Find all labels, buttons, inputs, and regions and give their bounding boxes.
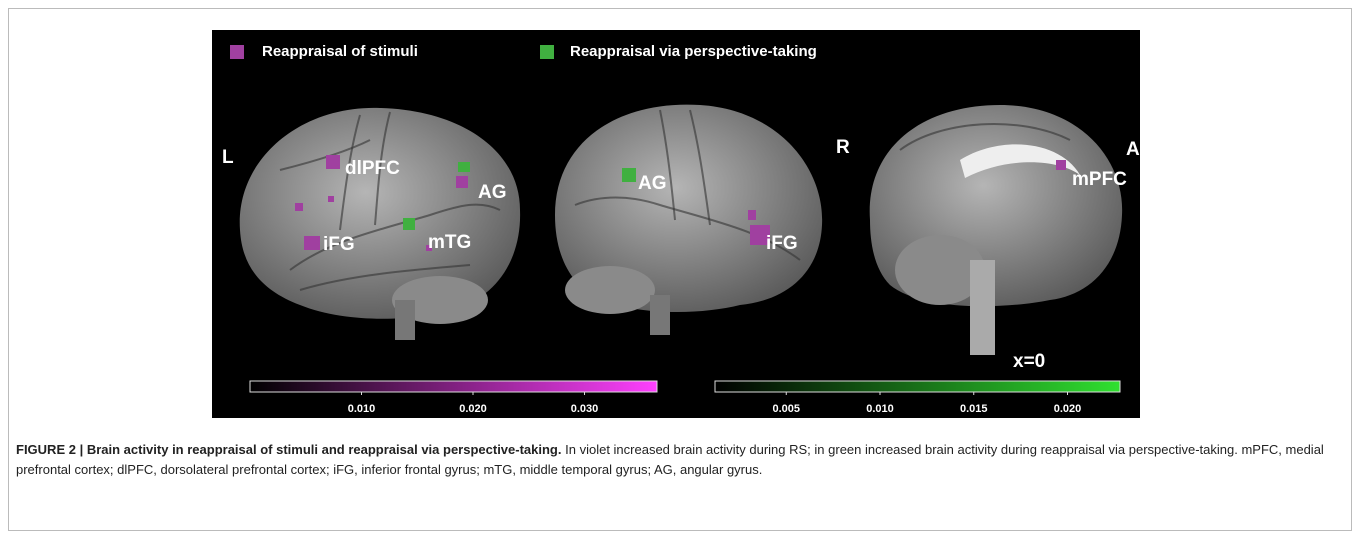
- region-label: dlPFC: [345, 158, 400, 179]
- legend-swatch: [540, 45, 554, 59]
- page: Reappraisal of stimuli Reappraisal via p…: [0, 0, 1360, 539]
- colorbar-tick-label: 0.020: [1054, 403, 1082, 415]
- legend-label: Reappraisal via perspective-taking: [570, 43, 817, 60]
- view-label: R: [836, 137, 850, 158]
- caption-label: FIGURE 2 | Brain activity in reappraisal…: [16, 442, 562, 457]
- colorbar: [715, 381, 1120, 392]
- slice-label: x=0: [1013, 351, 1045, 372]
- colorbar-tick-label: 0.010: [866, 403, 894, 415]
- region-label: iFG: [766, 233, 798, 254]
- region-label: AG: [478, 182, 507, 203]
- legend-swatch: [230, 45, 244, 59]
- legend-label: Reappraisal of stimuli: [262, 43, 418, 60]
- view-label: L: [222, 147, 234, 168]
- region-label: mTG: [428, 232, 471, 253]
- region-label: iFG: [323, 234, 355, 255]
- view-label: A: [1126, 139, 1140, 160]
- colorbar-tick-label: 0.020: [459, 403, 487, 415]
- region-label: mPFC: [1072, 169, 1127, 190]
- colorbar-tick-label: 0.005: [772, 403, 800, 415]
- colorbar-tick-label: 0.015: [960, 403, 988, 415]
- caption: FIGURE 2 | Brain activity in reappraisal…: [16, 440, 1346, 480]
- region-label: AG: [638, 173, 667, 194]
- colorbar-tick-label: 0.010: [348, 403, 376, 415]
- colorbar: [250, 381, 657, 392]
- colorbar-tick-label: 0.030: [571, 403, 599, 415]
